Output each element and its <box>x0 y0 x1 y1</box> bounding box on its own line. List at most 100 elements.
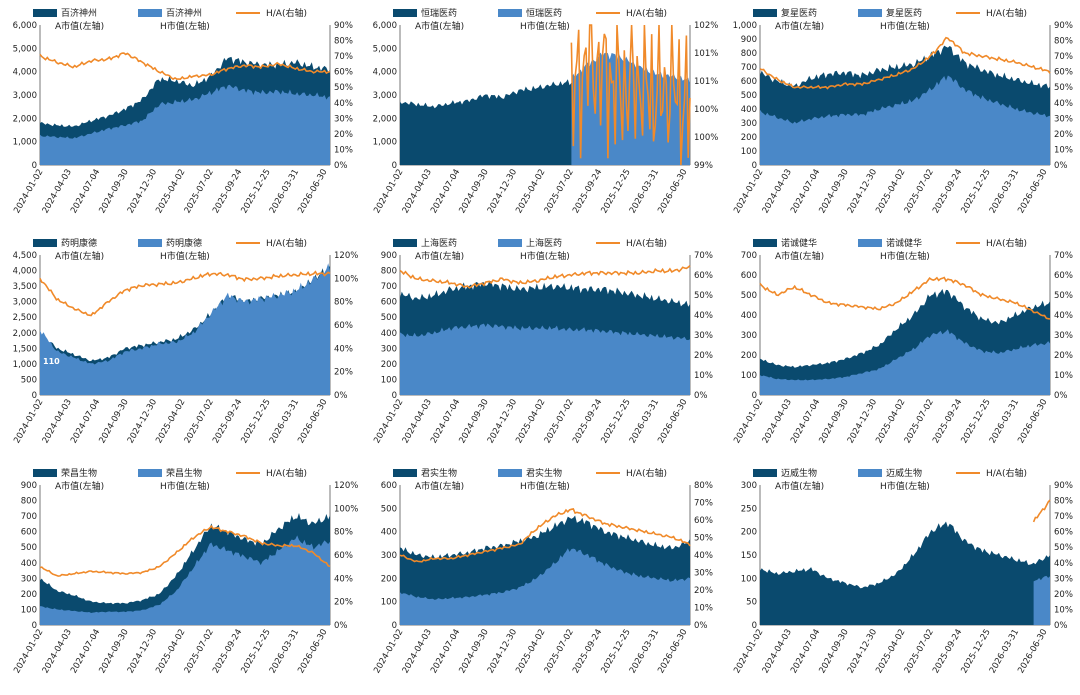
y-tick-label: 200 <box>741 528 757 538</box>
y-tick-label: 600 <box>381 298 397 308</box>
ha-ratio-line <box>399 507 691 563</box>
chart-svg-1: 0 1,000 2,000 3,000 4,000 5,000 6,000 0% 10% 20% 3… <box>12 7 353 215</box>
ha-ratio-line <box>1032 499 1051 523</box>
legend-sublabel: A市值(左轴) <box>55 250 104 262</box>
x-tick-label: 2026-03-31 <box>628 628 661 676</box>
y-tick-label: 0 <box>392 161 397 171</box>
legend-sublabel: H市值(左轴) <box>160 20 210 32</box>
x-tick-label: 2024-01-02 <box>372 168 405 216</box>
x-tick-label: 2025-07-02 <box>183 398 216 446</box>
legend-h-swatch <box>138 469 162 477</box>
x-tick-label: 2024-12-30 <box>126 398 159 446</box>
x-tick-label: 2026-06-30 <box>1016 628 1049 676</box>
x-tick-label: 2024-07-04 <box>789 628 822 676</box>
x-tick-label: 2026-06-30 <box>296 398 329 446</box>
y-tick-label: 0 <box>32 161 37 171</box>
y2-tick-label: 80% <box>334 298 353 308</box>
x-tick-label: 2024-07-04 <box>789 398 822 446</box>
x-tick-label: 2026-03-31 <box>988 168 1021 216</box>
x-tick-label: 2024-04-03 <box>761 628 794 676</box>
x-tick-label: 2025-09-24 <box>931 628 964 676</box>
y2-tick-label: 80% <box>1054 497 1073 507</box>
legend-sublabel: A市值(左轴) <box>775 480 824 492</box>
y-tick-label: 500 <box>741 291 757 301</box>
y-tick-label: 200 <box>21 590 37 600</box>
x-tick-label: 2024-12-30 <box>486 398 519 446</box>
y-tick-label: 5,000 <box>13 44 37 54</box>
chart-panel-9: 0 50 100 150 200 250 300 0% 10% 20% 30% 40% 50% 60% 70… <box>720 465 1080 695</box>
x-tick-label: 2024-09-30 <box>817 168 850 216</box>
x-tick-label: 2026-03-31 <box>628 168 661 216</box>
x-tick-label: 2024-04-03 <box>401 168 434 216</box>
ha-ratio-line <box>39 270 331 317</box>
y-tick-label: 1,000 <box>13 138 37 148</box>
h-market-cap-area <box>1033 575 1050 625</box>
x-tick-label: 2024-09-30 <box>817 628 850 676</box>
y-tick-label: 4,500 <box>13 251 37 261</box>
x-tick-label: 2024-09-30 <box>457 168 490 216</box>
y-tick-label: 0 <box>32 621 37 631</box>
legend-label: 君实生物 <box>526 467 562 479</box>
x-tick-label: 2024-12-30 <box>846 628 879 676</box>
legend-label: 君实生物 <box>421 467 457 479</box>
legend-h-swatch <box>498 9 522 17</box>
y2-tick-label: 30% <box>694 331 713 341</box>
legend-label: H/A(右轴) <box>266 237 307 249</box>
legend-label: 百济神州 <box>166 7 202 19</box>
x-tick-label: 2024-04-03 <box>41 398 74 446</box>
x-tick-label: 2026-03-31 <box>988 398 1021 446</box>
y-tick-label: 6,000 <box>13 21 37 31</box>
y-tick-label: 150 <box>741 551 757 561</box>
legend-sublabel: H市值(左轴) <box>520 250 570 262</box>
y2-tick-label: 50% <box>334 83 353 93</box>
h-market-cap-area <box>400 323 690 395</box>
y2-tick-label: 20% <box>694 586 713 596</box>
y-tick-label: 1,000 <box>13 360 37 370</box>
y2-tick-label: 60% <box>694 516 713 526</box>
x-tick-label: 2024-01-02 <box>12 628 45 676</box>
y2-tick-label: 40% <box>334 344 353 354</box>
legend-h-swatch <box>858 239 882 247</box>
y-tick-label: 100 <box>741 371 757 381</box>
y-tick-label: 600 <box>741 271 757 281</box>
ha-ratio-line <box>39 52 331 81</box>
y2-tick-label: 100% <box>334 274 358 284</box>
legend-label: 上海医药 <box>421 237 457 249</box>
chart-panel-4: 0 500 1,000 1,500 2,000 2,500 3,000 3,500 4,000 4… <box>0 235 360 465</box>
x-tick-label: 2024-07-04 <box>429 168 462 216</box>
legend-sublabel: H市值(左轴) <box>880 250 930 262</box>
h-market-cap-area <box>400 548 690 625</box>
x-tick-label: 2025-12-25 <box>959 628 992 676</box>
legend-label: 恒瑞医药 <box>421 7 457 19</box>
x-tick-label: 2024-09-30 <box>97 628 130 676</box>
y2-tick-label: 50% <box>1054 543 1073 553</box>
y2-tick-label: 120% <box>334 251 358 261</box>
legend-a-swatch <box>753 469 777 477</box>
y2-tick-label: 20% <box>334 368 353 378</box>
legend-label: 荣昌生物 <box>61 467 97 479</box>
y-tick-label: 700 <box>21 512 37 522</box>
x-tick-label: 2024-07-04 <box>429 628 462 676</box>
y2-tick-label: 60% <box>1054 271 1073 281</box>
y-tick-label: 900 <box>741 35 757 45</box>
x-tick-label: 2025-09-24 <box>931 167 964 215</box>
y2-tick-label: 40% <box>1054 559 1073 569</box>
legend-label: H/A(右轴) <box>986 237 1027 249</box>
h-market-cap-area <box>40 535 330 625</box>
y2-tick-label: 20% <box>1054 351 1073 361</box>
y2-tick-label: 50% <box>694 291 713 301</box>
y2-tick-label: 0% <box>1054 621 1068 631</box>
y-tick-label: 700 <box>741 251 757 261</box>
y-tick-label: 600 <box>381 481 397 491</box>
x-tick-label: 2024-04-03 <box>401 628 434 676</box>
y-tick-label: 250 <box>741 504 757 514</box>
legend-sublabel: A市值(左轴) <box>415 480 464 492</box>
chart-panel-3: 0 100 200 300 400 500 600 700 800 900 1,000 0% 10% 20… <box>720 5 1080 235</box>
y2-tick-label: 0% <box>694 391 708 401</box>
x-tick-label: 2024-04-03 <box>41 628 74 676</box>
legend-label: 药明康德 <box>61 237 97 249</box>
y2-tick-label: 10% <box>1054 371 1073 381</box>
legend-label: 迈威生物 <box>886 467 922 479</box>
y2-tick-label: 20% <box>334 598 353 608</box>
